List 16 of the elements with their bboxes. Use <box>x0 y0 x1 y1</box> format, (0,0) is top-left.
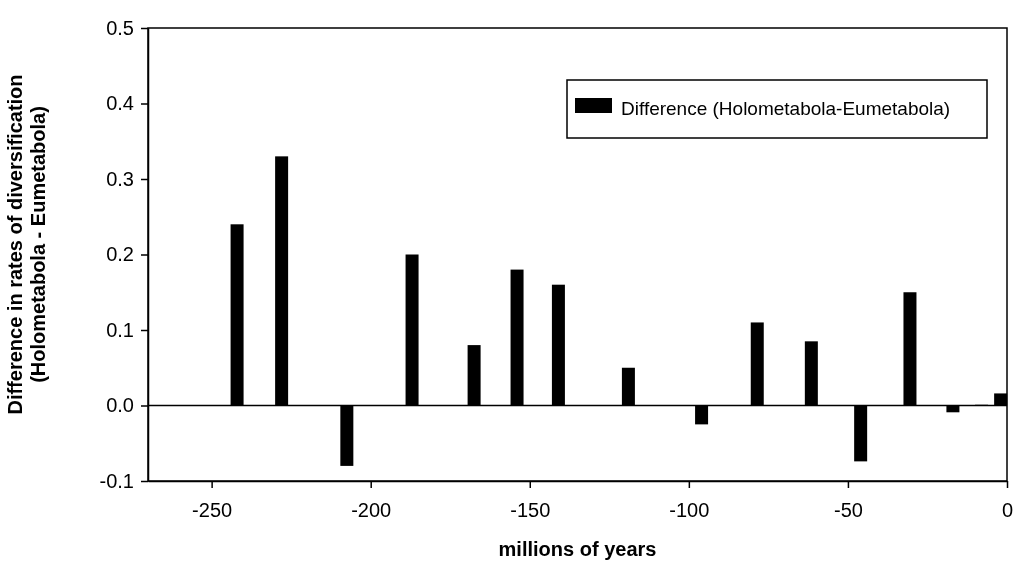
y-tick-label: 0.3 <box>106 167 134 190</box>
x-tick-label: -200 <box>351 499 392 521</box>
x-tick-label: 0 <box>1001 499 1014 521</box>
x-tick-label: -50 <box>833 499 863 521</box>
y-axis-title: Difference in rates of diversification (Holometabola - Eumetabola) <box>4 74 49 415</box>
legend-label: Difference (Holometabola-Eumetabola) <box>621 98 951 119</box>
y-tick-label: 0.5 <box>106 16 134 39</box>
x-axis-title: millions of years <box>498 538 657 560</box>
x-tick-label: -250 <box>192 499 233 521</box>
y-tick-label: 0.1 <box>106 318 134 341</box>
y-tick-label: 0.2 <box>106 243 134 266</box>
y-tick-label: -0.1 <box>99 469 134 492</box>
y-tick-label: 0.4 <box>106 92 134 115</box>
x-tick-label: -100 <box>669 499 710 521</box>
y-tick-label: 0.0 <box>106 394 134 417</box>
x-tick-label: -150 <box>510 499 551 521</box>
